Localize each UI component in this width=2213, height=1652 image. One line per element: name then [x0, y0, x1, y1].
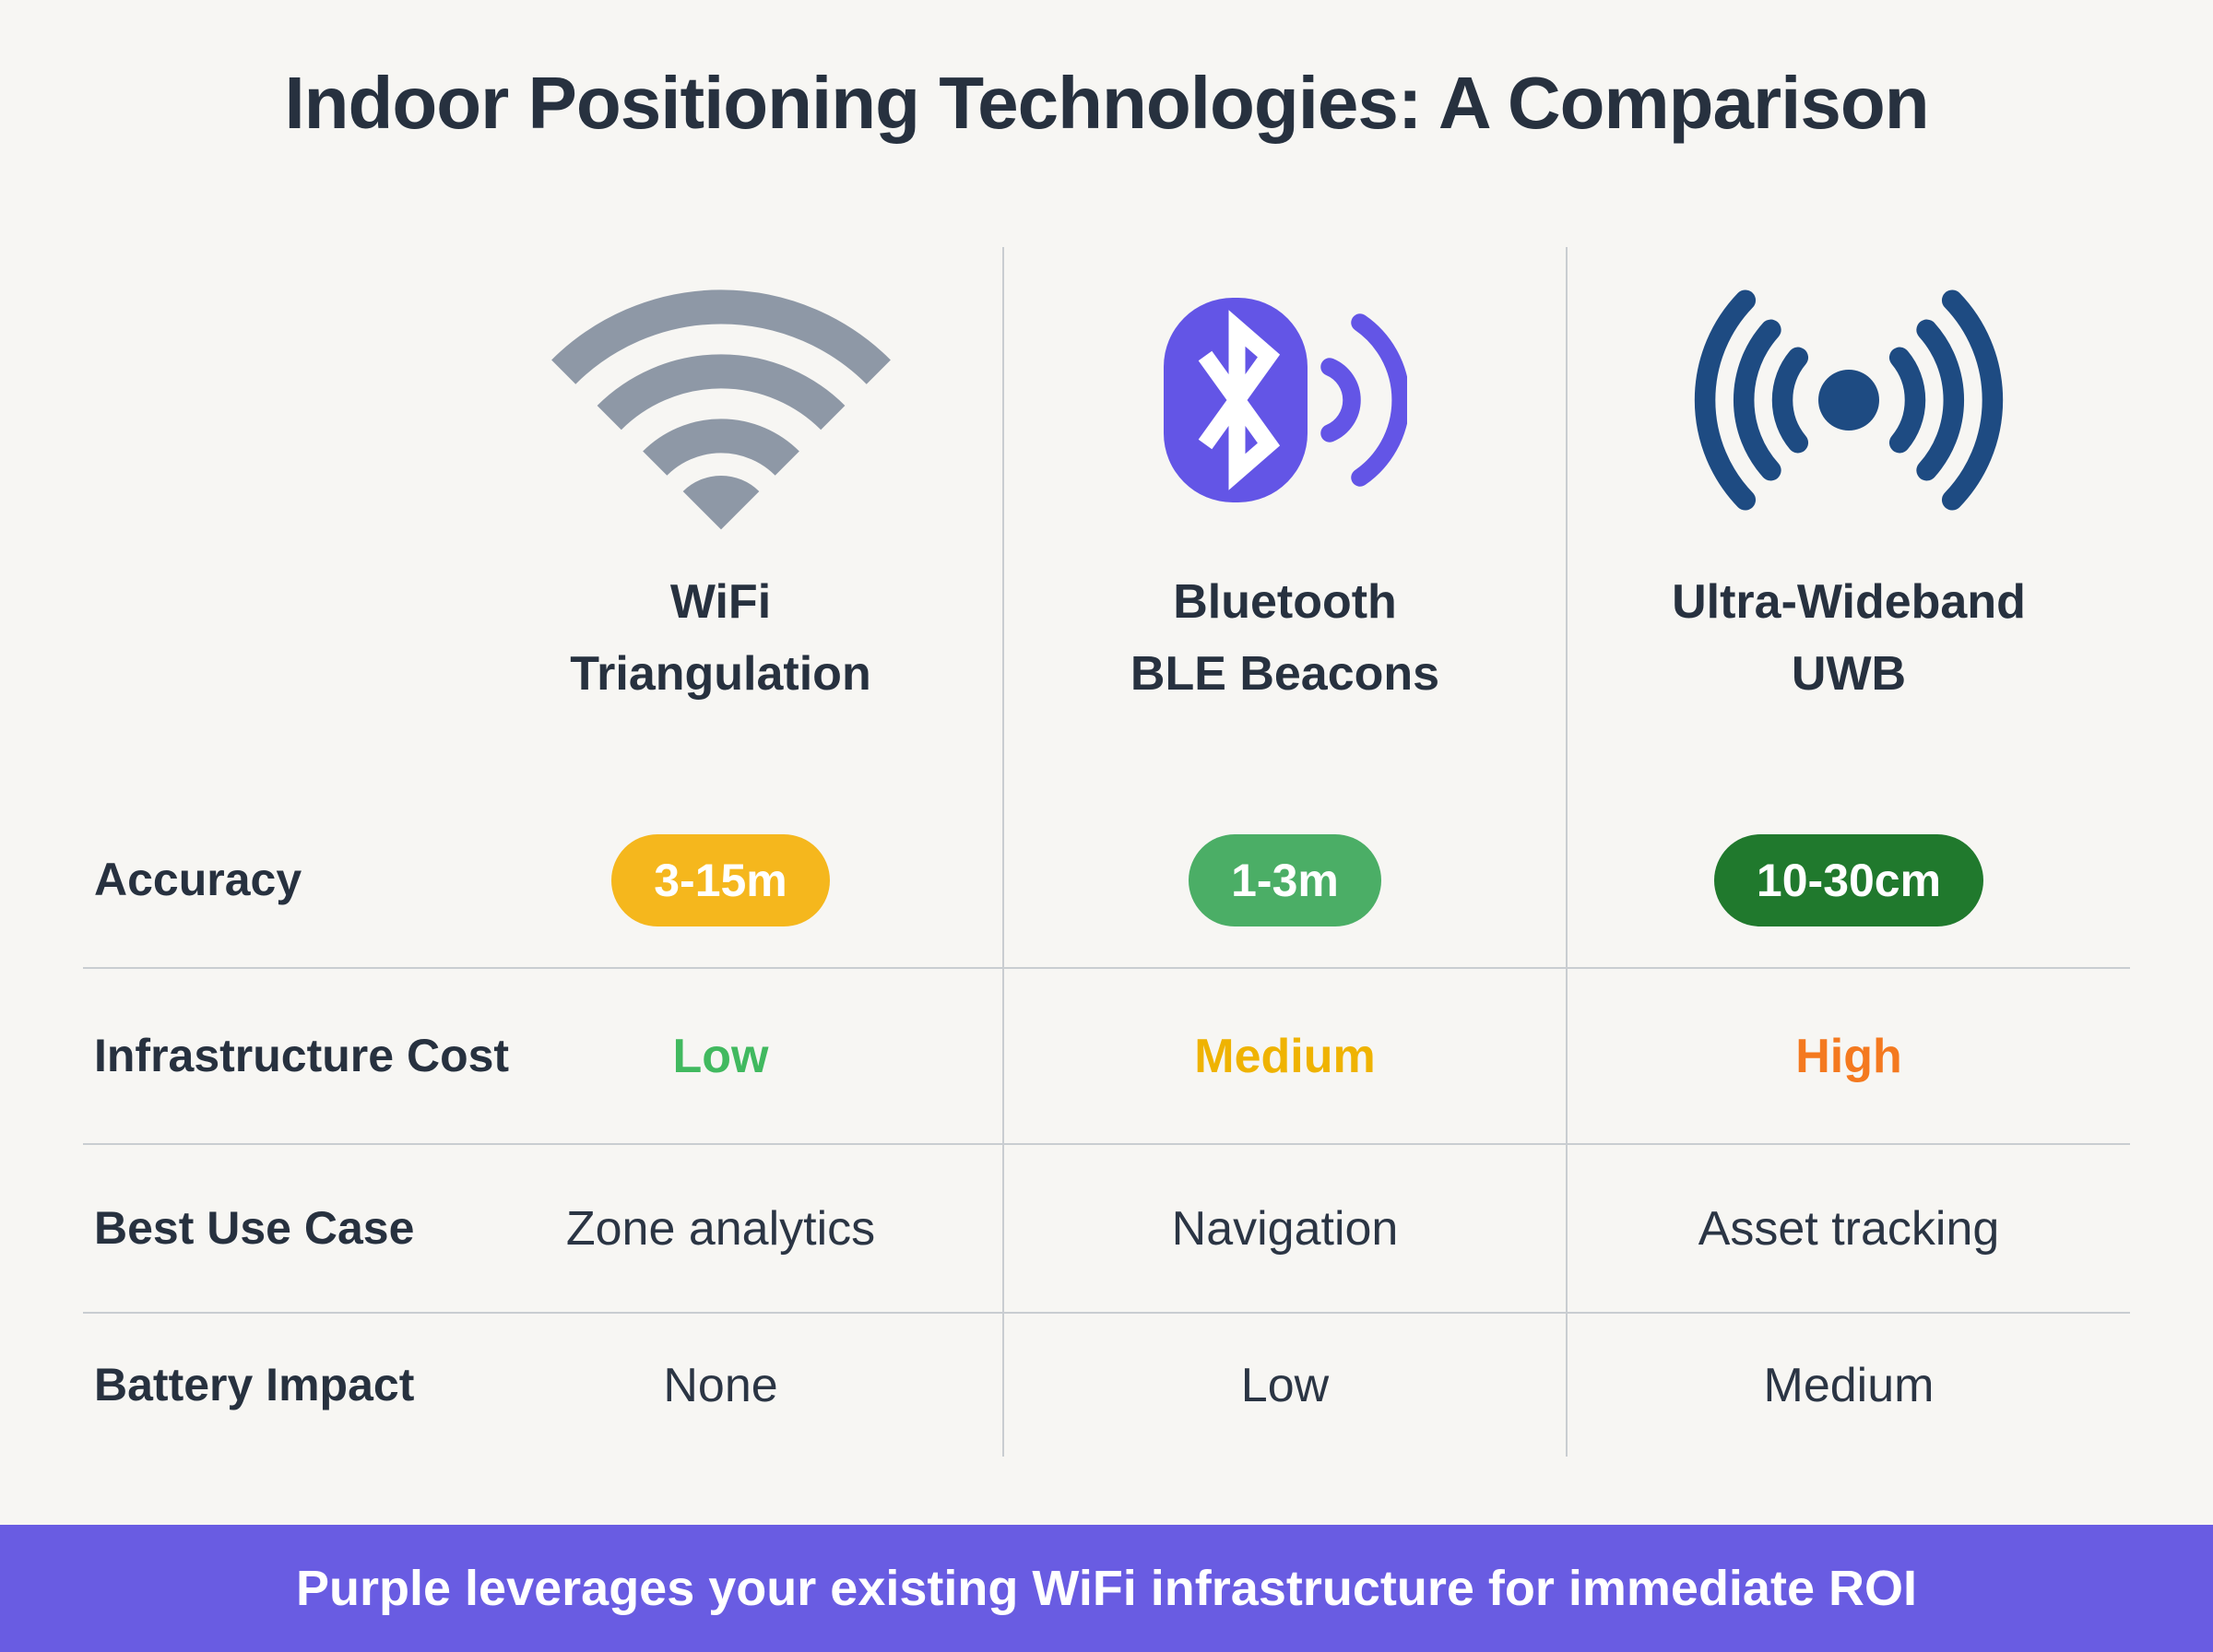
table-corner-spacer: [83, 247, 439, 553]
infrastructure-cost-uwb-cell: High: [1566, 967, 2130, 1143]
page-title: Indoor Positioning Technologies: A Compa…: [284, 62, 1929, 144]
bluetooth-beacon-icon-cell: [1002, 247, 1566, 553]
battery-impact-ble-cell: Low: [1002, 1312, 1566, 1457]
infrastructure-cost-wifi-cell: Low: [439, 967, 1002, 1143]
accuracy-ble-badge: 1-3m: [1189, 833, 1381, 926]
accuracy-uwb-badge: 10-30cm: [1713, 833, 1984, 926]
battery-impact-uwb-value: Medium: [1763, 1358, 1935, 1412]
battery-impact-uwb-cell: Medium: [1566, 1312, 2130, 1457]
infrastructure-cost-ble-value: Medium: [1194, 1029, 1376, 1083]
column-header-wifi-line1: WiFi: [669, 575, 772, 629]
footer-banner: Purple leverages your existing WiFi infr…: [0, 1525, 2213, 1652]
column-header-ble-line1: Bluetooth: [1173, 575, 1397, 629]
best-use-case-wifi-value: Zone analytics: [565, 1201, 876, 1256]
best-use-case-ble-value: Navigation: [1171, 1201, 1399, 1256]
footer-text: Purple leverages your existing WiFi infr…: [296, 1561, 1917, 1616]
uwb-signal-icon-cell: [1566, 247, 2130, 553]
battery-impact-wifi-value: None: [663, 1358, 778, 1412]
wifi-icon: [550, 289, 891, 530]
column-header-uwb: Ultra-Wideband UWB: [1566, 553, 2130, 793]
infrastructure-cost-ble-cell: Medium: [1002, 967, 1566, 1143]
best-use-case-uwb-cell: Asset tracking: [1566, 1143, 2130, 1312]
best-use-case-ble-cell: Navigation: [1002, 1143, 1566, 1312]
accuracy-wifi-badge: 3-15m: [611, 833, 830, 926]
column-header-ble: Bluetooth BLE Beacons: [1002, 553, 1566, 793]
infrastructure-cost-row-label: Infrastructure Cost: [83, 967, 509, 1143]
comparison-table: WiFi Triangulation Bluetooth BLE Beacons…: [83, 247, 2130, 1457]
accuracy-ble-cell: 1-3m: [1002, 793, 1566, 967]
battery-impact-row-label: Battery Impact: [83, 1312, 439, 1457]
infrastructure-cost-wifi-value: Low: [672, 1029, 769, 1083]
best-use-case-row-label: Best Use Case: [83, 1143, 439, 1312]
header-row-spacer: [83, 553, 439, 793]
column-header-uwb-line2: UWB: [1791, 647, 1907, 701]
accuracy-row-label: Accuracy: [94, 854, 302, 905]
infrastructure-cost-uwb-value: High: [1795, 1029, 1902, 1083]
accuracy-wifi-cell: 3-15m: [439, 793, 1002, 967]
bluetooth-beacon-icon: [1163, 298, 1407, 502]
best-use-case-uwb-value: Asset tracking: [1698, 1201, 2000, 1256]
column-header-wifi-line2: Triangulation: [570, 647, 871, 701]
uwb-signal-icon: [1694, 289, 2004, 511]
battery-impact-ble-value: Low: [1240, 1358, 1330, 1412]
accuracy-uwb-cell: 10-30cm: [1566, 793, 2130, 967]
battery-impact-wifi-cell: None: [439, 1312, 1002, 1457]
wifi-icon-cell: [439, 247, 1002, 553]
column-header-ble-line2: BLE Beacons: [1130, 647, 1440, 701]
best-use-case-wifi-cell: Zone analytics: [439, 1143, 1002, 1312]
column-header-uwb-line1: Ultra-Wideband: [1672, 575, 2026, 629]
column-header-wifi: WiFi Triangulation: [439, 553, 1002, 793]
